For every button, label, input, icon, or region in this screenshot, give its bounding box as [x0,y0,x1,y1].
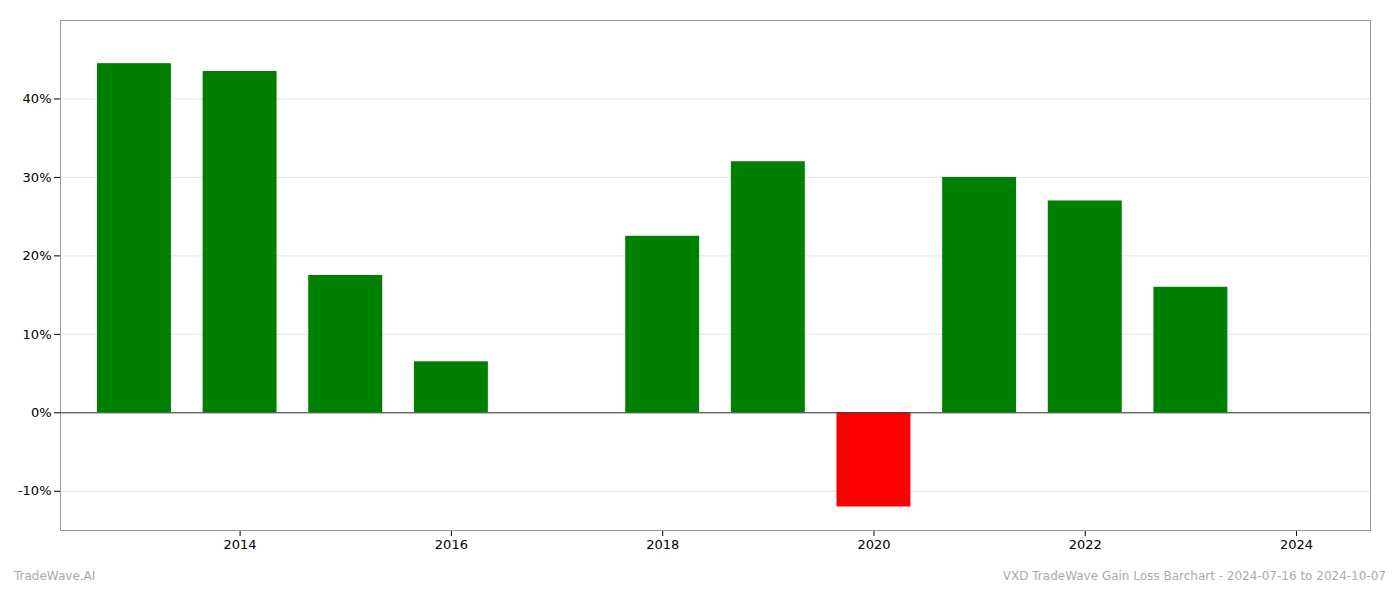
svg-text:20%: 20% [23,248,52,263]
svg-text:2022: 2022 [1069,537,1102,552]
svg-text:2016: 2016 [435,537,468,552]
svg-text:30%: 30% [23,170,52,185]
svg-text:40%: 40% [23,91,52,106]
svg-text:2014: 2014 [224,537,257,552]
svg-text:-10%: -10% [18,483,52,498]
svg-text:10%: 10% [23,327,52,342]
svg-text:2020: 2020 [857,537,890,552]
svg-text:2018: 2018 [646,537,679,552]
html-text:VXD TradeWave Gain Loss Barcha: VXD TradeWave Gain Loss Barchart - 2024-… [1002,569,1386,583]
svg-text:0%: 0% [31,405,52,420]
svg-text:2024: 2024 [1280,537,1313,552]
html-text:TradeWave.AI: TradeWave.AI [14,569,96,583]
